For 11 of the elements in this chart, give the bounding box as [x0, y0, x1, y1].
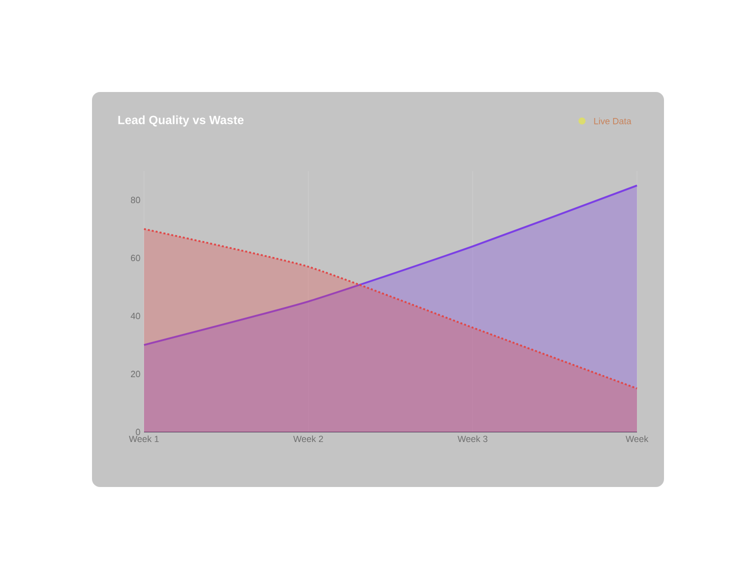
- x-tick-label: Week 3: [458, 436, 488, 442]
- y-tick-label: 40: [130, 312, 140, 320]
- y-tick-label: 80: [130, 196, 140, 204]
- y-tick-label: 60: [130, 254, 140, 262]
- x-tick-label: Week 1: [128, 436, 159, 442]
- y-tick-label: 20: [130, 370, 140, 378]
- text: Live Data: [594, 118, 632, 124]
- x-tick-label: Week 2: [293, 436, 323, 442]
- y-tick-label: 0: [136, 428, 140, 436]
- x-tick-label: Week: [626, 436, 648, 442]
- chart-title: Lead Quality vs Waste: [118, 115, 244, 127]
